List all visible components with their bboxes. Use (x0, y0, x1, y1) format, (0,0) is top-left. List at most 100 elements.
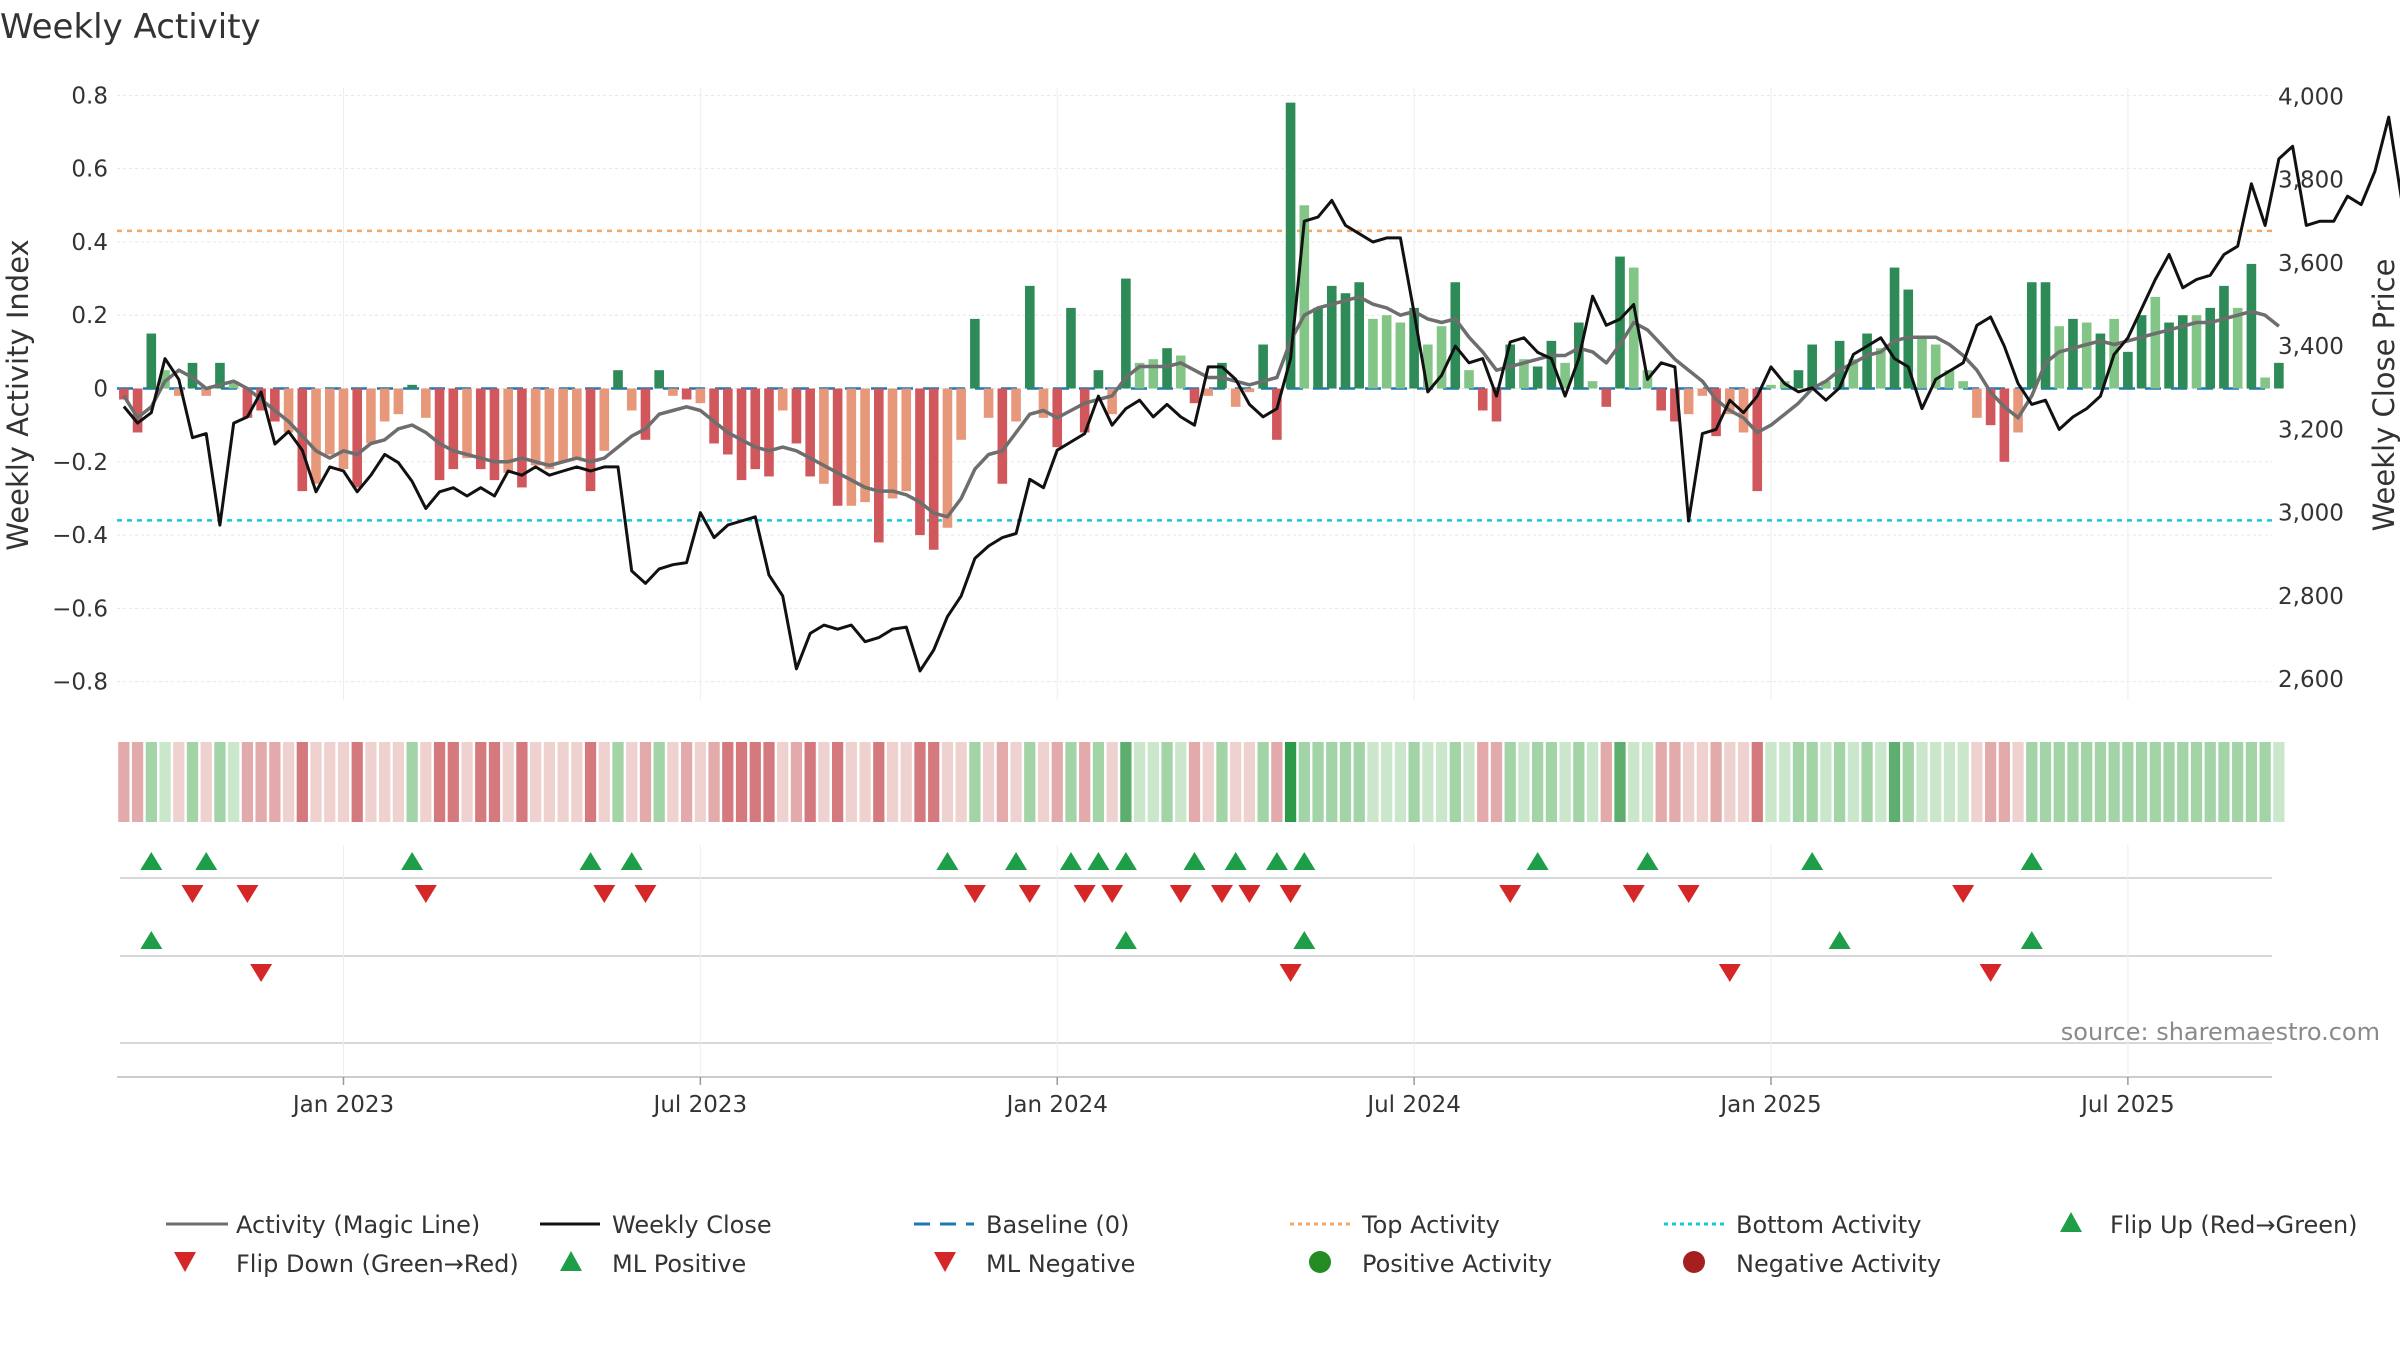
activity-strip-cell (859, 742, 871, 822)
activity-strip-cell (502, 742, 514, 822)
activity-strip-cell (612, 742, 624, 822)
magic-line-series (122, 295, 2280, 519)
flip-down-marker (1210, 885, 1233, 903)
activity-bar (1272, 388, 1282, 440)
flip-up-marker (401, 852, 424, 870)
activity-strip-cell (790, 742, 803, 822)
activity-strip-cell (2094, 742, 2107, 822)
activity-strip-cell (1751, 742, 1763, 822)
activity-bar (709, 388, 719, 444)
activity-strip-cell (1079, 742, 1091, 822)
activity-strip-cell (228, 742, 240, 822)
activity-strip-cell (1875, 742, 1887, 822)
activity-bar (1821, 381, 1831, 389)
activity-strip-cell (1257, 742, 1269, 822)
activity-strip-cell (1161, 742, 1173, 822)
activity-bar (1587, 381, 1598, 389)
x-tick-label: Jan 2025 (1718, 1092, 1821, 1118)
flip-up-marker (1224, 852, 1247, 870)
activity-strip-cell (2245, 742, 2258, 822)
activity-bar (626, 388, 637, 411)
flip-up-marker (1526, 852, 1549, 870)
activity-strip-cell (2218, 742, 2230, 822)
activity-bar (1079, 388, 1090, 433)
legend-weekly-close-label: Weekly Close (612, 1211, 772, 1239)
x-tick-label: Jul 2024 (1365, 1092, 1461, 1118)
activity-strip-cell (1600, 742, 1612, 822)
left-tick-label: −0.6 (52, 596, 108, 622)
activity-strip-cell (1010, 742, 1022, 822)
activity-bar (2136, 315, 2147, 389)
legend-top-activity-label: Top Activity (1361, 1211, 1500, 1239)
activity-strip-cell (1271, 742, 1283, 822)
activity-strip-cell (1024, 742, 1036, 822)
activity-bar (1148, 359, 1159, 389)
activity-strip-cell (1765, 742, 1777, 822)
activity-bar (1628, 267, 1639, 389)
activity-bar (2040, 282, 2051, 389)
activity-strip-cell (447, 742, 459, 822)
legend-negative-activity-label: Negative Activity (1736, 1250, 1941, 1278)
activity-bar (1066, 307, 1076, 389)
ml-positive-marker (1828, 931, 1851, 949)
activity-bar (1807, 344, 1817, 389)
activity-strip-cell (1518, 742, 1530, 822)
activity-strip-cell (653, 742, 665, 822)
chart-title: Weekly Activity (0, 7, 261, 47)
legend-ml-positive-label: ML Positive (612, 1250, 746, 1278)
activity-strip-cell (667, 742, 679, 822)
legend-ml-negative-icon (934, 1252, 956, 1272)
activity-strip-cell (584, 742, 597, 822)
activity-bar (201, 388, 212, 396)
activity-bar (1450, 282, 1461, 389)
activity-bar (1107, 388, 1117, 415)
activity-strip-cell (2108, 742, 2120, 822)
activity-bar (1162, 348, 1172, 389)
flip-up-marker (936, 852, 959, 870)
right-tick-label: 3,200 (2278, 417, 2344, 443)
activity-strip-cell (1147, 742, 1159, 822)
activity-bar (366, 388, 376, 444)
activity-bar (846, 388, 857, 506)
activity-strip-cell (145, 742, 157, 822)
activity-bar (1656, 388, 1666, 411)
activity-strip-cell (777, 742, 789, 822)
activity-bar (1903, 289, 1914, 389)
activity-bar (1999, 388, 2010, 462)
activity-bar (1395, 322, 1406, 389)
activity-bar (2205, 307, 2216, 389)
activity-strip-cell (900, 742, 912, 822)
activity-bar (873, 388, 884, 543)
activity-strip-cell (2232, 742, 2244, 822)
activity-strip-cell (804, 742, 816, 822)
x-tick-label: Jan 2024 (1005, 1092, 1108, 1118)
activity-bar (1519, 359, 1529, 389)
flip-down-marker (1677, 885, 1700, 903)
activity-strip (118, 742, 2285, 822)
activity-bar (2246, 263, 2257, 389)
activity-bar (448, 388, 459, 470)
activity-strip-cell (694, 742, 706, 822)
ml-positive-marker (1114, 931, 1137, 949)
activity-strip-cell (1312, 742, 1324, 822)
activity-bar (736, 388, 747, 481)
activity-bar (434, 388, 445, 481)
flip-down-marker (1169, 885, 1192, 903)
flip-down-marker (414, 885, 437, 903)
activity-strip-cell (2053, 742, 2065, 822)
activity-strip-cell (173, 742, 185, 822)
activity-strip-cell (1422, 742, 1434, 822)
activity-bar (228, 381, 239, 389)
activity-bar (1285, 102, 1296, 389)
right-tick-label: 2,600 (2278, 667, 2344, 693)
activity-strip-cell (2149, 742, 2161, 822)
activity-strip-cell (1381, 742, 1393, 822)
flip-up-marker (579, 852, 602, 870)
activity-bar (119, 388, 129, 400)
activity-bar (956, 388, 966, 440)
activity-strip-cell (1051, 742, 1063, 822)
left-tick-label: −0.8 (52, 670, 108, 696)
activity-strip-cell (1477, 742, 1489, 822)
activity-strip-cell (1628, 742, 1640, 822)
activity-strip-cell (1806, 742, 1818, 822)
